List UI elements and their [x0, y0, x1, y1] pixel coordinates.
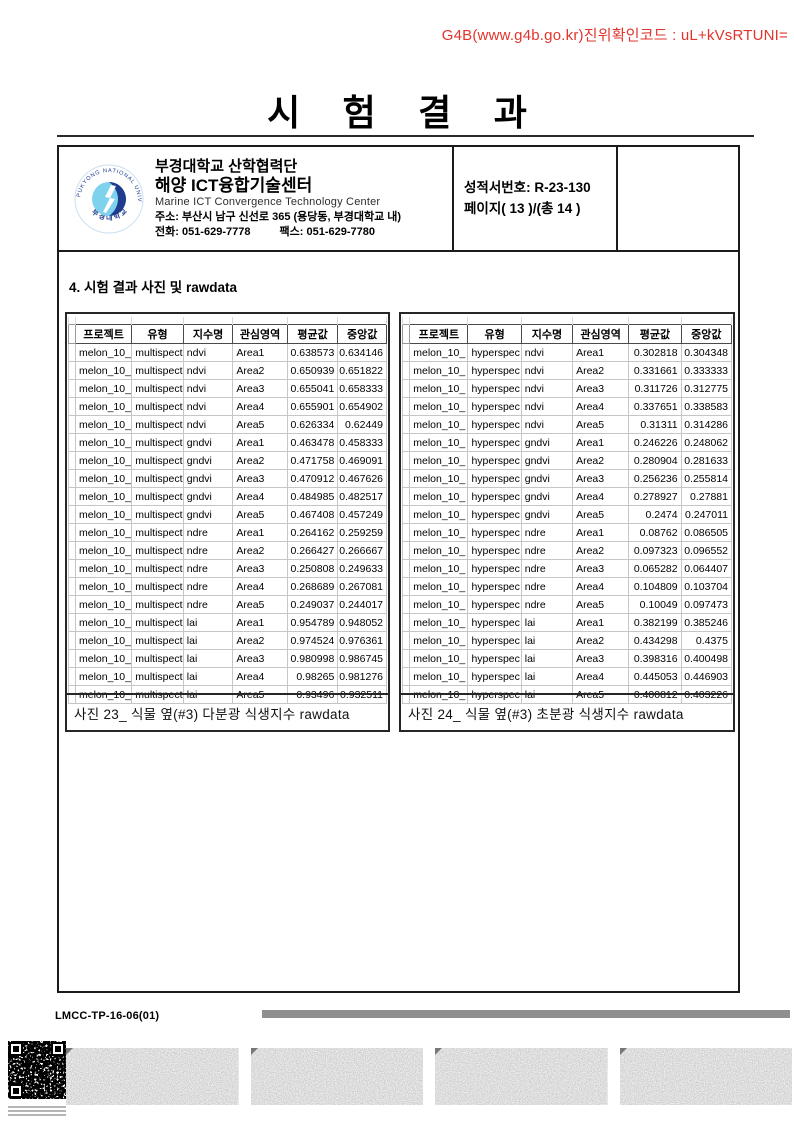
report-info-cell: 성적서번호: R-23-130 페이지( 13 )/(총 14 ) — [452, 147, 616, 250]
column-header: 프로젝트 — [74, 324, 133, 344]
table-row: melon_10_ hyperspec ndvi Area1 0.302818 0.304… — [401, 343, 733, 362]
organization-cell: PUKYONG NATIONAL UNIVERSITY 부경대학교 부경대학교 … — [59, 147, 452, 250]
table-row: melon_10_ hyperspec gndvi Area1 0.246226 0.24… — [401, 433, 733, 452]
university-logo: PUKYONG NATIONAL UNIVERSITY 부경대학교 — [71, 159, 145, 235]
table-row: melon_10_ multispect gndvi Area3 0.470912 0.4… — [68, 469, 387, 488]
table-row: melon_10_ multispect ndvi Area2 0.650939 0.65… — [68, 361, 387, 380]
table-row: melon_10_ hyperspec gndvi Area3 0.256236 0.25… — [401, 469, 733, 488]
noise-strip — [66, 1048, 239, 1105]
table-row: melon_10_ hyperspec lai Area1 0.382199 0.3852… — [401, 613, 733, 632]
column-header: 평균값 — [286, 324, 339, 344]
letterhead: PUKYONG NATIONAL UNIVERSITY 부경대학교 부경대학교 … — [59, 147, 738, 252]
multispectral-spreadsheet: 프로젝트 유형 지수명 관심영역 평균값 중앙값 melon_10_ multispect nd… — [68, 317, 387, 704]
verification-code: G4B(www.g4b.go.kr)진위확인코드 : uL+kVsRTUNI= — [441, 27, 788, 44]
table-row: melon_10_ hyperspec ndre Area2 0.097323 0.096… — [401, 541, 733, 560]
table-row: melon_10_ multispect ndre Area5 0.249037 0.24… — [68, 595, 387, 614]
table-row: melon_10_ multispect gndvi Area4 0.484985 0.4… — [68, 487, 387, 506]
table-row: melon_10_ hyperspec lai Area3 0.398316 0.4004… — [401, 649, 733, 668]
table-row: melon_10_ hyperspec ndre Area4 0.104809 0.103… — [401, 577, 733, 596]
noise-strip — [435, 1048, 608, 1105]
table-row: melon_10_ hyperspec gndvi Area5 0.2474 0.2470… — [401, 505, 733, 524]
page-title: 시 험 결 과 — [267, 92, 544, 133]
table-row: melon_10_ hyperspec gndvi Area4 0.278927 0.27… — [401, 487, 733, 506]
table-row: melon_10_ multispect gndvi Area1 0.463478 0.4… — [68, 433, 387, 452]
org-contact: 전화: 051-629-7778 팩스: 051-629-7780 — [155, 225, 401, 239]
report-number: 성적서번호: R-23-130 — [464, 179, 591, 195]
column-header: 지수명 — [520, 324, 574, 344]
hyperspectral-rawdata-box: 프로젝트 유형 지수명 관심영역 평균값 중앙값 melon_10_ hyperspec ndv… — [399, 312, 735, 732]
org-center-name: 해양 ICT융합기술센터 — [155, 175, 313, 195]
table-row: melon_10_ hyperspec ndvi Area3 0.311726 0.312… — [401, 379, 733, 398]
document-code: LMCC-TP-16-06(01) — [55, 1010, 160, 1022]
table-row: melon_10_ hyperspec ndre Area5 0.10049 0.0974… — [401, 595, 733, 614]
photo-caption: 사진 24_ 식물 옆(#3) 초분광 식생지수 rawdata — [401, 693, 733, 730]
column-header: 프로젝트 — [409, 324, 469, 344]
column-header: 유형 — [131, 324, 184, 344]
noise-strip — [619, 1048, 792, 1105]
header-row: 프로젝트 유형 지수명 관심영역 평균값 중앙값 — [401, 324, 733, 344]
table-row: melon_10_ multispect lai Area4 0.98265 0.9812… — [68, 667, 387, 686]
table-row: melon_10_ hyperspec lai Area2 0.434298 0.4375 — [401, 631, 733, 650]
table-row: melon_10_ multispect lai Area3 0.980998 0.986… — [68, 649, 387, 668]
column-header: 지수명 — [182, 324, 234, 344]
table-row: melon_10_ multispect lai Area2 0.974524 0.976… — [68, 631, 387, 650]
photo-caption: 사진 23_ 식물 옆(#3) 다분광 식생지수 rawdata — [67, 693, 388, 730]
section-title: 4. 시험 결과 사진 및 rawdata — [69, 280, 237, 295]
qr-code — [8, 1041, 66, 1118]
table-row: melon_10_ multispect gndvi Area2 0.471758 0.4… — [68, 451, 387, 470]
table-row: melon_10_ multispect lai Area1 0.954789 0.948… — [68, 613, 387, 632]
noise-strip — [250, 1048, 423, 1105]
org-name-korean: 부경대학교 산학협력단 — [155, 157, 298, 175]
table-row: melon_10_ hyperspec gndvi Area2 0.280904 0.28… — [401, 451, 733, 470]
table-row: melon_10_ multispect ndre Area1 0.264162 0.25… — [68, 523, 387, 542]
table-row: melon_10_ hyperspec ndvi Area2 0.331661 0.333… — [401, 361, 733, 380]
org-name-english: Marine ICT Convergence Technology Center — [155, 196, 381, 209]
table-row: melon_10_ multispect ndre Area3 0.250808 0.24… — [68, 559, 387, 578]
table-row: melon_10_ multispect ndvi Area3 0.655041 0.65… — [68, 379, 387, 398]
table-row: melon_10_ hyperspec ndre Area1 0.08762 0.0865… — [401, 523, 733, 542]
qr-code-icon — [8, 1041, 66, 1099]
org-phone: 전화: 051-629-7778 — [155, 225, 251, 238]
column-header: 관심영역 — [572, 324, 630, 344]
org-address: 주소: 부산시 남구 신선로 365 (용당동, 부경대학교 내) — [155, 211, 402, 224]
hyperspectral-spreadsheet: 프로젝트 유형 지수명 관심영역 평균값 중앙값 melon_10_ hyperspec ndv… — [401, 317, 733, 704]
document-frame: PUKYONG NATIONAL UNIVERSITY 부경대학교 부경대학교 … — [57, 145, 740, 993]
security-noise-strips — [66, 1048, 792, 1105]
top-rule-divider — [57, 135, 754, 137]
table-row: melon_10_ multispect ndvi Area5 0.626334 0.62… — [68, 415, 387, 434]
org-fax: 팩스: 051-629-7780 — [279, 225, 375, 238]
cutoff-row — [68, 317, 387, 325]
table-row: melon_10_ hyperspec ndvi Area5 0.31311 0.3142… — [401, 415, 733, 434]
table-row: melon_10_ hyperspec lai Area4 0.445053 0.4469… — [401, 667, 733, 686]
hyperspectral-rawdata-table: 프로젝트 유형 지수명 관심영역 평균값 중앙값 melon_10_ hyperspec ndv… — [401, 317, 733, 704]
table-row: melon_10_ multispect ndvi Area4 0.655901 0.65… — [68, 397, 387, 416]
header-row: 프로젝트 유형 지수명 관심영역 평균값 중앙값 — [68, 324, 387, 344]
table-row: melon_10_ hyperspec ndre Area3 0.065282 0.064… — [401, 559, 733, 578]
empty-header-cell — [616, 147, 738, 250]
column-header: 중앙값 — [337, 324, 387, 344]
column-header: 중앙값 — [680, 324, 733, 344]
footer-gray-bar — [262, 1010, 790, 1018]
table-row: melon_10_ multispect ndre Area2 0.266427 0.26… — [68, 541, 387, 560]
organization-text: 부경대학교 산학협력단 해양 ICT융합기술센터 Marine ICT Conv… — [155, 159, 401, 238]
qr-microtext — [8, 1106, 66, 1116]
cutoff-row — [401, 317, 733, 325]
table-row: melon_10_ multispect gndvi Area5 0.467408 0.4… — [68, 505, 387, 524]
page-indicator: 페이지( 13 )/(총 14 ) — [464, 200, 581, 216]
table-row: melon_10_ multispect ndre Area4 0.268689 0.26… — [68, 577, 387, 596]
table-row: melon_10_ multispect ndvi Area1 0.638573 0.63… — [68, 343, 387, 362]
university-logo-icon: PUKYONG NATIONAL UNIVERSITY 부경대학교 — [71, 159, 144, 233]
column-header: 관심영역 — [232, 324, 288, 344]
column-header: 평균값 — [628, 324, 682, 344]
multispectral-rawdata-box: 프로젝트 유형 지수명 관심영역 평균값 중앙값 melon_10_ multispect nd… — [65, 312, 390, 732]
multispectral-rawdata-table: 프로젝트 유형 지수명 관심영역 평균값 중앙값 melon_10_ multispect nd… — [68, 317, 387, 704]
column-header: 유형 — [467, 324, 522, 344]
table-row: melon_10_ hyperspec ndvi Area4 0.337651 0.338… — [401, 397, 733, 416]
rawdata-tables-row: 프로젝트 유형 지수명 관심영역 평균값 중앙값 melon_10_ multispect nd… — [65, 312, 738, 732]
